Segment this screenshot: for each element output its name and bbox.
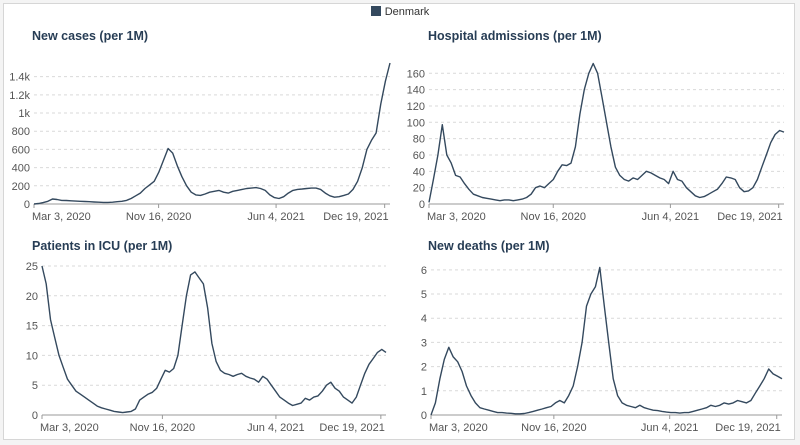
y-tick-label: 0	[421, 410, 427, 422]
y-tick-label: 5	[421, 289, 427, 301]
y-tick-label: 1	[421, 386, 427, 398]
x-tick-label: Nov 16, 2020	[521, 211, 586, 223]
series-line-denmark	[428, 62, 785, 203]
x-tick-label: Jun 4, 2021	[247, 422, 305, 434]
series-line-denmark	[430, 266, 783, 416]
y-tick-label: 5	[32, 380, 38, 392]
y-tick-label: 0	[24, 199, 30, 211]
legend-swatch	[370, 6, 381, 16]
x-tick-label: Mar 3, 2020	[427, 211, 486, 223]
y-tick-label: 10	[26, 350, 38, 362]
y-tick-label: 100	[407, 117, 425, 129]
x-tick-label: Nov 16, 2020	[130, 422, 195, 434]
x-tick-label: Jun 4, 2021	[247, 211, 305, 223]
chart-title: Patients in ICU (per 1M)	[32, 239, 172, 253]
y-tick-label: 20	[413, 183, 425, 195]
y-tick-label: 200	[12, 181, 30, 193]
x-tick-label: Dec 19, 2021	[715, 422, 780, 434]
y-tick-label: 4	[421, 313, 427, 325]
y-tick-label: 3	[421, 337, 427, 349]
y-tick-label: 0	[32, 410, 38, 422]
x-tick-label: Dec 19, 2021	[717, 211, 782, 223]
y-tick-label: 400	[12, 163, 30, 175]
y-tick-label: 1.2k	[9, 90, 30, 102]
x-tick-label: Dec 19, 2021	[323, 211, 388, 223]
y-tick-label: 140	[407, 85, 425, 97]
legend: Denmark	[0, 6, 800, 18]
y-tick-label: 60	[413, 150, 425, 162]
chart-title: New deaths (per 1M)	[428, 239, 550, 253]
y-tick-label: 80	[413, 134, 425, 146]
y-tick-label: 0	[419, 199, 425, 211]
x-tick-label: Jun 4, 2021	[642, 211, 700, 223]
x-tick-label: Nov 16, 2020	[126, 211, 191, 223]
series-line-denmark	[33, 62, 391, 205]
chart-title: Hospital admissions (per 1M)	[428, 29, 602, 43]
y-tick-label: 1.4k	[9, 72, 30, 84]
series-line-denmark	[41, 265, 387, 414]
x-tick-label: Jun 4, 2021	[641, 422, 699, 434]
y-tick-label: 40	[413, 166, 425, 178]
x-tick-label: Mar 3, 2020	[32, 211, 91, 223]
y-tick-label: 2	[421, 362, 427, 374]
y-tick-label: 160	[407, 68, 425, 80]
x-tick-label: Mar 3, 2020	[40, 422, 99, 434]
y-tick-label: 800	[12, 126, 30, 138]
x-tick-label: Dec 19, 2021	[319, 422, 384, 434]
y-tick-label: 6	[421, 265, 427, 277]
x-tick-label: Nov 16, 2020	[521, 422, 586, 434]
x-tick-label: Mar 3, 2020	[429, 422, 488, 434]
y-tick-label: 20	[26, 291, 38, 303]
y-tick-label: 1k	[18, 108, 30, 120]
y-tick-label: 15	[26, 321, 38, 333]
legend-label: Denmark	[384, 6, 430, 18]
y-tick-label: 120	[407, 101, 425, 113]
chart-frame	[3, 3, 795, 440]
y-tick-label: 600	[12, 144, 30, 156]
chart-title: New cases (per 1M)	[32, 29, 148, 43]
y-tick-label: 25	[26, 261, 38, 273]
